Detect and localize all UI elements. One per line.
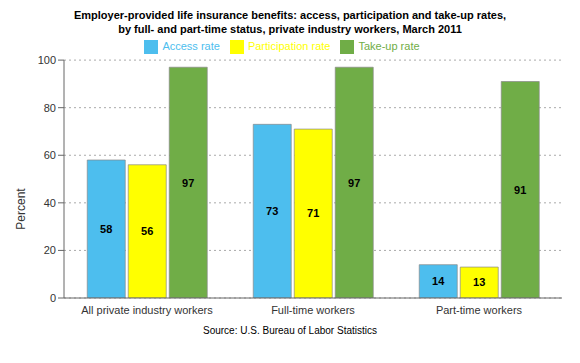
svg-text:58: 58 xyxy=(100,223,112,235)
svg-text:97: 97 xyxy=(348,177,360,189)
html-text:Employer-provided life insuran: Employer-provided life insurance benefit… xyxy=(73,9,507,21)
svg-text:Part-time workers: Part-time workers xyxy=(436,304,523,316)
html-text:Participation rate: Participation rate xyxy=(247,40,331,52)
svg-text:13: 13 xyxy=(473,276,485,288)
svg-text:14: 14 xyxy=(432,275,445,287)
svg-text:40: 40 xyxy=(44,197,56,209)
svg-text:0: 0 xyxy=(50,292,56,304)
svg-text:All private industry workers: All private industry workers xyxy=(81,304,213,316)
html-text:Take-up rate: Take-up rate xyxy=(358,40,420,52)
svg-text:56: 56 xyxy=(141,225,153,237)
svg-text:71: 71 xyxy=(307,207,319,219)
svg-text:97: 97 xyxy=(182,177,194,189)
html-text:Access rate: Access rate xyxy=(162,40,220,52)
svg-text:20: 20 xyxy=(44,244,56,256)
html-text:by full- and part-time status,: by full- and part-time status, private i… xyxy=(118,23,462,35)
svg-text:73: 73 xyxy=(266,205,278,217)
svg-text:Full-time workers: Full-time workers xyxy=(271,304,355,316)
svg-text:60: 60 xyxy=(44,149,56,161)
svg-text:80: 80 xyxy=(44,102,56,114)
html-text:Source: U.S. Bureau of Labor S: Source: U.S. Bureau of Labor Statistics xyxy=(203,325,377,336)
svg-text:91: 91 xyxy=(514,184,526,196)
svg-text:100: 100 xyxy=(38,54,56,66)
svg-text:Percent: Percent xyxy=(14,188,28,230)
